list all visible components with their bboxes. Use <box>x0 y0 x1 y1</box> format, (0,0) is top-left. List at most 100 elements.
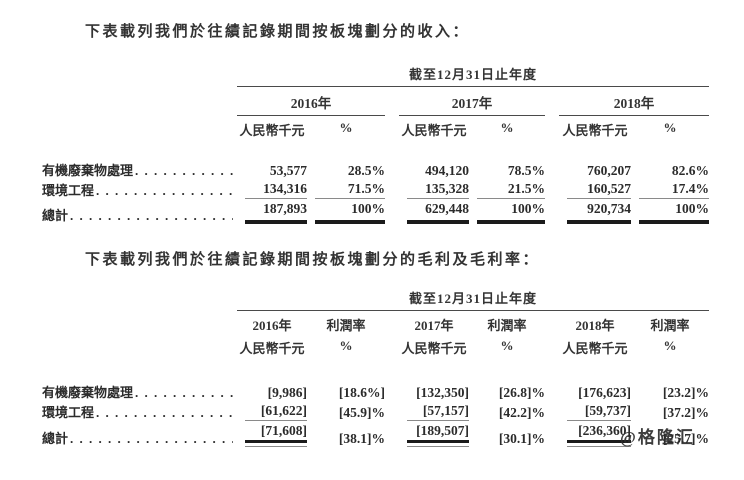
table-cell: 21.5% <box>469 181 545 199</box>
revenue-table: 截至12月31日止年度 2016年 2017年 2018年 人民幣千元 % 人民… <box>42 64 709 224</box>
spacer <box>42 288 237 311</box>
table-cell: [45.9]% <box>338 405 385 420</box>
table-cell: 760,207 <box>587 163 631 178</box>
spacer <box>385 336 399 357</box>
gross-profit-table: 截至12月31日止年度 2016年 利潤率 2017年 利潤率 2018年 利潤… <box>42 288 709 447</box>
table-cell: [25.7]% <box>662 431 709 446</box>
column-header-top-row: 2016年 利潤率 2017年 利潤率 2018年 利潤率 <box>42 313 709 334</box>
spacer <box>42 90 237 116</box>
table-cell: [9,986] <box>267 385 307 400</box>
table-cell: 494,120 <box>425 163 469 178</box>
spacer <box>42 64 237 87</box>
row-label: 總計 <box>42 431 69 446</box>
spacer <box>42 336 237 357</box>
table-cell: [59,737] <box>559 403 631 421</box>
unit-label: 人民幣千元 <box>239 123 305 138</box>
table-cell: [236,360] <box>559 423 631 447</box>
intro-revenue-text: 下表載列我們於往績記錄期間按板塊劃分的收入： <box>85 24 471 40</box>
table-cell: [71,608] <box>237 423 307 447</box>
table-cell: 53,577 <box>269 163 307 178</box>
column-header-bottom-row: 人民幣千元 % 人民幣千元 % 人民幣千元 % <box>42 336 709 357</box>
pct-label: % <box>663 338 677 353</box>
margin-rate-header: 利潤率 <box>326 318 366 333</box>
spacer <box>545 313 559 334</box>
row-label-cell: 環境工程 . . . . . . . . . . . . . . . . . .… <box>42 402 237 421</box>
gelonghui-watermark: @格隆汇 <box>620 428 695 447</box>
table-row: 環境工程 . . . . . . . . . . . . . . . . . .… <box>42 401 709 421</box>
table-cell: 100% <box>631 201 709 224</box>
year-2016-header: 2016年 <box>252 318 292 333</box>
row-label-cell: 總計 . . . . . . . . . . . . . . . . . . .… <box>42 205 237 224</box>
pct-label: % <box>663 120 677 135</box>
year-2018-header: 2018年 <box>559 90 709 116</box>
pct-label: % <box>339 120 353 135</box>
table-cell: 187,893 <box>237 201 307 224</box>
row-label: 有機廢棄物處理 <box>42 163 134 178</box>
unit-label: 人民幣千元 <box>562 123 628 138</box>
table-cell: [132,350] <box>416 385 469 400</box>
unit-label: 人民幣千元 <box>239 341 305 356</box>
unit-label: 人民幣千元 <box>401 341 467 356</box>
table-total-row: 總計 . . . . . . . . . . . . . . . . . . .… <box>42 423 709 447</box>
period-header: 截至12月31日止年度 <box>237 64 709 87</box>
period-header: 截至12月31日止年度 <box>237 288 709 311</box>
table-cell: [176,623] <box>578 385 631 400</box>
row-label-cell: 有機廢棄物處理 . . . . . . . . . . . . . . . . … <box>42 160 237 179</box>
year-2017-header: 2017年 <box>399 90 545 116</box>
row-label: 環境工程 <box>42 405 95 420</box>
spacer <box>545 118 559 139</box>
row-label-cell: 環境工程 . . . . . . . . . . . . . . . . . .… <box>42 180 237 199</box>
table-cell: 134,316 <box>237 181 307 199</box>
unit-label: 人民幣千元 <box>401 123 467 138</box>
table-row: 有機廢棄物處理 . . . . . . . . . . . . . . . . … <box>42 381 709 401</box>
dot-leader: . . . . . . . . . . . . . . . . . . . . … <box>135 163 233 178</box>
table-cell: 100% <box>469 201 545 224</box>
pct-label: % <box>500 120 514 135</box>
dot-leader: . . . . . . . . . . . . . . . . . . . . … <box>96 405 233 420</box>
row-label: 總計 <box>42 208 69 223</box>
spacer <box>42 118 237 139</box>
table-cell: [57,157] <box>399 403 469 421</box>
table-cell: 135,328 <box>399 181 469 199</box>
table-cell: 17.4% <box>631 181 709 199</box>
table-row: 環境工程 . . . . . . . . . . . . . . . . . .… <box>42 179 709 199</box>
table-total-row: 總計 . . . . . . . . . . . . . . . . . . .… <box>42 201 709 224</box>
year-2017-header: 2017年 <box>414 318 454 333</box>
year-header-row: 2016年 2017年 2018年 <box>42 90 709 116</box>
row-label: 有機廢棄物處理 <box>42 385 134 400</box>
period-header-row: 截至12月31日止年度 <box>42 64 709 87</box>
table-cell: 920,734 <box>559 201 631 224</box>
margin-rate-header: 利潤率 <box>487 318 527 333</box>
dot-leader: . . . . . . . . . . . . . . . . . . . . … <box>70 431 233 446</box>
table-cell: [42.2]% <box>498 405 545 420</box>
dot-leader: . . . . . . . . . . . . . . . . . . . . … <box>70 208 233 223</box>
table-cell: 82.6% <box>671 163 709 178</box>
table-cell: [30.1]% <box>498 431 545 446</box>
table-cell: 71.5% <box>307 181 385 199</box>
table-row: 有機廢棄物處理 . . . . . . . . . . . . . . . . … <box>42 159 709 179</box>
table-cell: [18.6%] <box>338 385 385 400</box>
table-cell: 28.5% <box>347 163 385 178</box>
dot-leader: . . . . . . . . . . . . . . . . . . . . … <box>135 385 233 400</box>
margin-rate-header: 利潤率 <box>650 318 690 333</box>
unit-header-row: 人民幣千元 % 人民幣千元 % 人民幣千元 % <box>42 118 709 139</box>
table-cell: [189,507] <box>399 423 469 447</box>
table-cell: 78.5% <box>507 163 545 178</box>
pct-label: % <box>339 338 353 353</box>
table-cell: [37.2]% <box>662 405 709 420</box>
table-cell: 100% <box>307 201 385 224</box>
table-cell: 629,448 <box>399 201 469 224</box>
row-label-cell: 總計 . . . . . . . . . . . . . . . . . . .… <box>42 428 237 447</box>
table-cell: [23.2]% <box>662 385 709 400</box>
spacer <box>42 313 237 334</box>
table-cell: 160,527 <box>559 181 631 199</box>
spacer <box>385 313 399 334</box>
pct-label: % <box>500 338 514 353</box>
period-header-row: 截至12月31日止年度 <box>42 288 709 311</box>
dot-leader: . . . . . . . . . . . . . . . . . . . . … <box>96 183 233 198</box>
table-cell: [38.1]% <box>338 431 385 446</box>
unit-label: 人民幣千元 <box>562 341 628 356</box>
table-cell: [61,622] <box>237 403 307 421</box>
spacer <box>545 336 559 357</box>
intro-margin-text: 下表載列我們於往績記錄期間按板塊劃分的毛利及毛利率： <box>85 252 541 268</box>
